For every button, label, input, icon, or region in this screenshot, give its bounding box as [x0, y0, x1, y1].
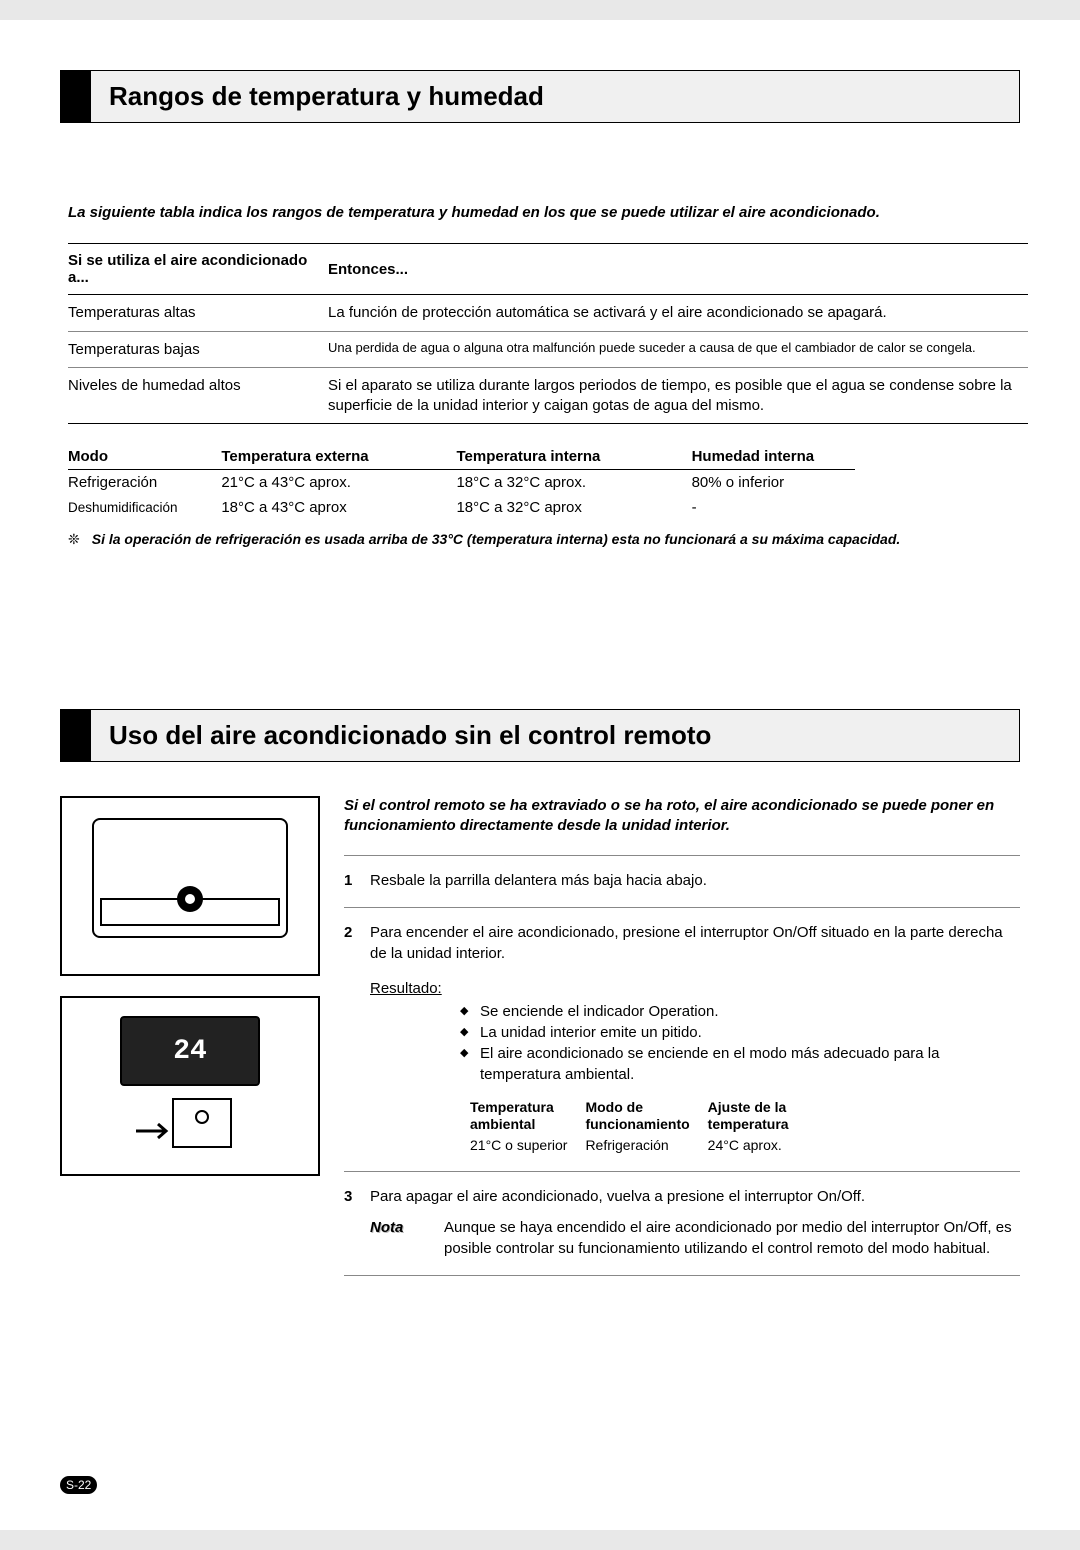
illustration-column: 24: [60, 796, 320, 1276]
resultado-label: Resultado:: [370, 980, 442, 997]
table-cell: 21°C a 43°C aprox.: [221, 470, 456, 496]
table-row: Temperaturas altas La función de protecc…: [68, 295, 1028, 332]
table-cell: 80% o inferior: [692, 470, 856, 496]
section1-intro: La siguiente tabla indica los rangos de …: [68, 203, 1012, 223]
step-1: 1 Resbale la parrilla delantera más baja…: [344, 855, 1020, 907]
section1-footnote: ❊ Si la operación de refrigeración es usa…: [68, 530, 1012, 549]
table-cell: Deshumidificación: [68, 495, 221, 520]
table-header: Humedad interna: [692, 442, 856, 470]
table-header: Ajuste de latemperatura: [708, 1099, 807, 1136]
table-row: Temperaturas bajas Una perdida de agua o…: [68, 331, 1028, 368]
table-cell: 18°C a 32°C aprox: [456, 495, 691, 520]
step-number: 2: [344, 922, 370, 964]
table-cell: 18°C a 43°C aprox: [221, 495, 456, 520]
result-list: Se enciende el indicador Operation. La u…: [460, 1001, 1020, 1085]
display-panel-illustration: 24: [60, 996, 320, 1176]
modes-table: Modo Temperatura externa Temperatura int…: [68, 442, 855, 520]
page-number: S-22: [60, 1476, 97, 1494]
section1-title: Rangos de temperatura y humedad: [91, 71, 1019, 122]
title-block-icon: [61, 710, 91, 761]
table-header: Si se utiliza el aire acondicionado a...: [68, 244, 328, 295]
conditions-table: Si se utiliza el aire acondicionado a...…: [68, 243, 1028, 424]
resultado-block: Resultado: Se enciende el indicador Oper…: [344, 978, 1020, 1156]
table-header-row: Temperaturaambiental Modo defuncionamien…: [470, 1099, 807, 1136]
document-page: Rangos de temperatura y humedad La sigui…: [0, 20, 1080, 1530]
display-value: 24: [173, 1036, 207, 1067]
table-cell: 18°C a 32°C aprox.: [456, 470, 691, 496]
section1-title-bar: Rangos de temperatura y humedad: [60, 70, 1020, 123]
ac-unit-illustration: [60, 796, 320, 976]
temperature-display: 24: [120, 1016, 260, 1086]
step-text: Para encender el aire acondicionado, pre…: [370, 922, 1020, 964]
table-header: Modo: [68, 442, 221, 470]
step-2: 2 Para encender el aire acondicionado, p…: [344, 907, 1020, 1172]
nota-block: Nota Aunque se haya encendido el aire ac…: [344, 1217, 1020, 1259]
onoff-button-icon: [195, 1110, 209, 1124]
table-row: Refrigeración 21°C a 43°C aprox. 18°C a …: [68, 470, 855, 496]
table-header: Temperaturaambiental: [470, 1099, 585, 1136]
step-3: 3 Para apagar el aire acondicionado, vue…: [344, 1171, 1020, 1276]
ac-button-icon: [177, 886, 203, 912]
section2-intro: Si el control remoto se ha extraviado o …: [344, 796, 1020, 837]
step-text: Para apagar el aire acondicionado, vuelv…: [370, 1186, 1020, 1207]
table-header: Entonces...: [328, 244, 1028, 295]
settings-subtable: Temperaturaambiental Modo defuncionamien…: [470, 1099, 807, 1156]
table-cell: -: [692, 495, 856, 520]
table-cell: Refrigeración: [68, 470, 221, 496]
table-cell: Temperaturas bajas: [68, 331, 328, 368]
list-item: Se enciende el indicador Operation.: [460, 1001, 1020, 1022]
steps-column: Si el control remoto se ha extraviado o …: [344, 796, 1020, 1276]
ac-body-icon: [92, 818, 288, 938]
table-header-row: Si se utiliza el aire acondicionado a...…: [68, 244, 1028, 295]
table-header: Temperatura interna: [456, 442, 691, 470]
table-row: Deshumidificación 18°C a 43°C aprox 18°C…: [68, 495, 855, 520]
section2: Uso del aire acondicionado sin el contro…: [60, 709, 1020, 1276]
table-cell: Refrigeración: [585, 1136, 707, 1156]
step-number: 3: [344, 1186, 370, 1207]
onoff-switch-icon: [172, 1098, 232, 1148]
table-header: Temperatura externa: [221, 442, 456, 470]
table-header-row: Modo Temperatura externa Temperatura int…: [68, 442, 855, 470]
list-item: La unidad interior emite un pitido.: [460, 1022, 1020, 1043]
table-cell: Niveles de humedad altos: [68, 368, 328, 424]
nota-label: Nota: [370, 1217, 444, 1259]
table-row: 21°C o superior Refrigeración 24°C aprox…: [470, 1136, 807, 1156]
list-item: El aire acondicionado se enciende en el …: [460, 1043, 1020, 1085]
section2-title: Uso del aire acondicionado sin el contro…: [91, 710, 1019, 761]
footnote-text: Si la operación de refrigeración es usad…: [92, 531, 901, 547]
step-text: Resbale la parrilla delantera más baja h…: [370, 870, 1020, 891]
step-number: 1: [344, 870, 370, 891]
table-cell: 24°C aprox.: [708, 1136, 807, 1156]
arrow-icon: [134, 1120, 178, 1142]
table-cell: Si el aparato se utiliza durante largos …: [328, 368, 1028, 424]
table-cell: La función de protección automática se a…: [328, 295, 1028, 332]
section2-layout: 24 Si el control remoto se ha extraviado…: [60, 796, 1020, 1276]
table-cell: Una perdida de agua o alguna otra malfun…: [328, 331, 1028, 368]
nota-text: Aunque se haya encendido el aire acondic…: [444, 1217, 1020, 1259]
table-row: Niveles de humedad altos Si el aparato s…: [68, 368, 1028, 424]
section2-title-bar: Uso del aire acondicionado sin el contro…: [60, 709, 1020, 762]
footnote-star-icon: ❊: [68, 531, 80, 547]
table-header: Modo defuncionamiento: [585, 1099, 707, 1136]
title-block-icon: [61, 71, 91, 122]
table-cell: Temperaturas altas: [68, 295, 328, 332]
table-cell: 21°C o superior: [470, 1136, 585, 1156]
